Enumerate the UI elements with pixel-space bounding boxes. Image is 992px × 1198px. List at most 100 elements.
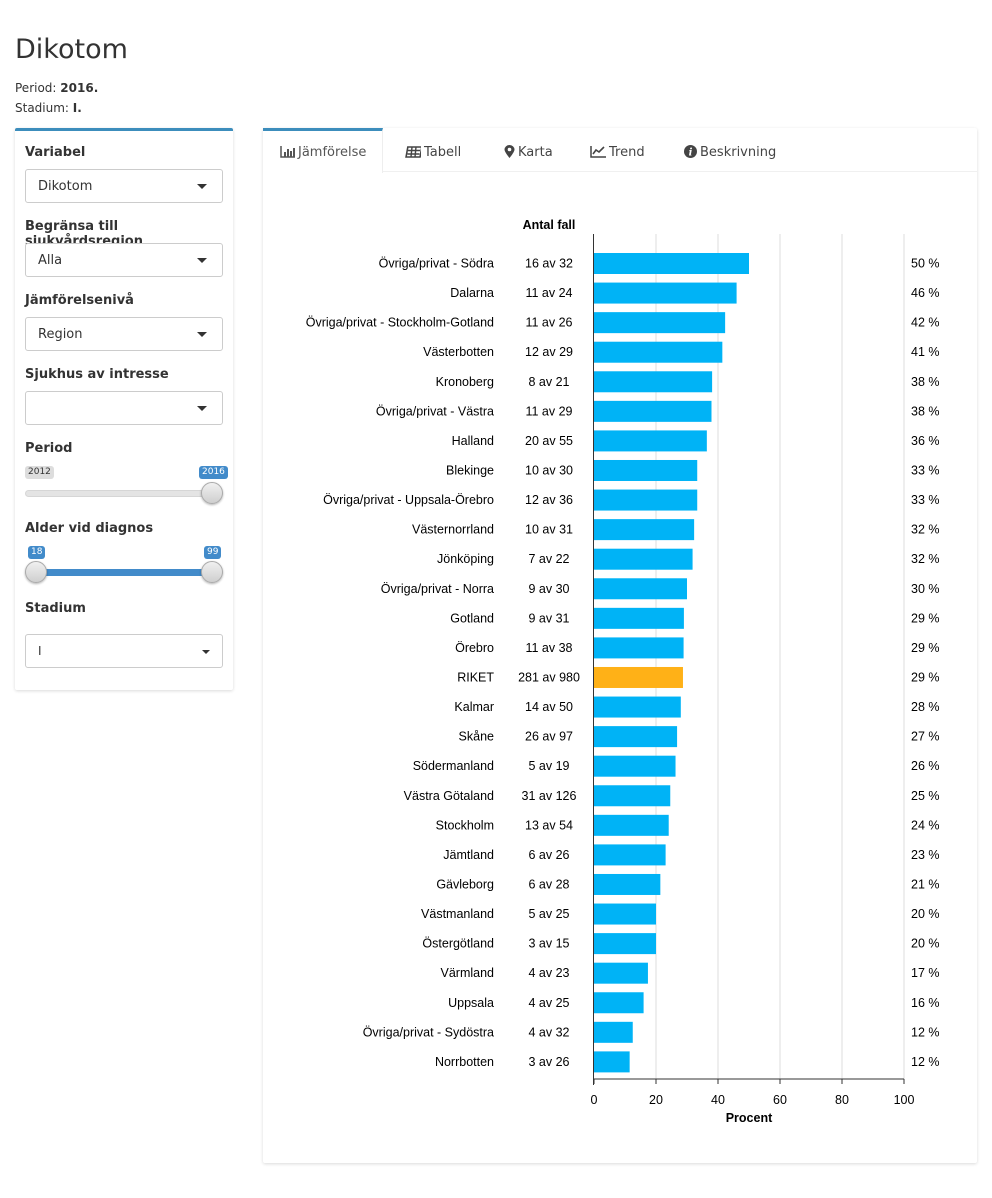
x-tick-label: 80 [835,1093,849,1107]
bar [594,992,644,1014]
count-label: 10 av 31 [525,523,573,537]
count-label: 12 av 36 [525,493,573,507]
value-label: 23 % [911,848,940,862]
bar [594,637,684,659]
bar [594,489,698,511]
variabel-select[interactable]: Dikotom [25,169,223,203]
comparison-chart: Antal fall Övriga/privat - Södra 16 av 32… [306,218,940,1125]
bar [594,400,712,422]
period-summary-label: Period: [15,81,57,95]
bar [594,282,737,304]
value-label: 42 % [911,316,940,330]
value-label: 20 % [911,907,940,921]
category-label: Skåne [459,730,494,744]
period-slider-handle[interactable] [201,482,223,504]
category-label: Örebro [455,641,494,655]
bar [594,962,648,984]
chevron-down-icon [197,332,207,337]
age-slider-handle-from[interactable] [25,561,47,583]
value-label: 38 % [911,404,940,418]
count-label: 10 av 30 [525,463,573,477]
filter-sidebar: Variabel Dikotom Begränsa till sjukvårds… [15,128,233,690]
bar [594,903,656,925]
value-label: 16 % [911,996,940,1010]
period-summary-value: 2016. [60,81,99,95]
value-label: 29 % [911,670,940,684]
period-summary: Period: 2016. [15,81,98,95]
category-label: Övriga/privat - Uppsala-Örebro [323,493,494,507]
value-label: 20 % [911,937,940,951]
count-label: 5 av 19 [528,759,569,773]
tab-karta[interactable]: Karta [504,128,553,172]
category-label: Gävleborg [436,877,494,891]
count-label: 5 av 25 [528,907,569,921]
period-label: Period [25,441,73,456]
age-to-badge: 99 [204,546,222,559]
tab-karta-label: Karta [518,145,553,160]
tab-jamforelse[interactable]: Jämförelse [263,128,383,173]
hospital-select[interactable] [25,391,223,425]
bar [594,253,749,274]
stadium-select[interactable]: I [25,634,223,668]
region-select[interactable]: Alla [25,243,223,277]
x-axis-label: Procent [726,1111,773,1125]
age-slider-handle-to[interactable] [201,561,223,583]
x-tick-label: 40 [711,1093,725,1107]
level-label: Jämförelsenivå [25,293,134,308]
chevron-down-icon [202,650,210,654]
variabel-select-value: Dikotom [38,179,93,194]
category-label: Östergötland [422,937,494,951]
count-label: 12 av 29 [525,345,573,359]
count-label: 4 av 25 [528,996,569,1010]
category-label: Gotland [450,611,494,625]
bar [594,844,666,866]
bar [594,548,693,570]
x-tick-label: 100 [894,1093,915,1107]
category-label: Jönköping [437,552,494,566]
bar-chart-icon [280,146,295,158]
bar [594,312,726,334]
value-label: 29 % [911,611,940,625]
category-label: RIKET [457,670,494,684]
category-label: Dalarna [450,286,494,300]
category-label: Västernorrland [412,523,494,537]
level-select[interactable]: Region [25,317,223,351]
value-label: 36 % [911,434,940,448]
category-label: Övriga/privat - Stockholm-Gotland [306,316,494,330]
x-tick-label: 0 [591,1093,598,1107]
count-label: 11 av 24 [525,286,572,300]
bar [594,785,671,807]
count-label: 11 av 38 [525,641,572,655]
count-label: 9 av 30 [528,582,569,596]
bar [594,459,698,481]
bar [594,666,683,688]
period-slider-track[interactable] [25,490,223,497]
category-label: Stockholm [436,818,494,832]
count-label: 6 av 28 [528,877,569,891]
bar [594,578,687,600]
value-label: 46 % [911,286,940,300]
table-icon [405,146,423,158]
stadium-label: Stadium [25,601,86,616]
tab-beskrivning[interactable]: i Beskrivning [684,128,776,172]
count-label: 11 av 26 [525,316,572,330]
count-label: 8 av 21 [528,375,569,389]
tab-trend[interactable]: Trend [590,128,645,172]
category-label: Kronoberg [436,375,494,389]
count-label: 9 av 31 [528,611,569,625]
value-label: 33 % [911,463,940,477]
value-label: 12 % [911,1055,940,1069]
category-label: Övriga/privat - Södra [379,257,494,271]
tab-tabell[interactable]: Tabell [405,128,461,172]
svg-text:i: i [689,148,693,159]
value-label: 33 % [911,493,940,507]
category-label: Halland [452,434,494,448]
count-label: 7 av 22 [528,552,569,566]
count-label: 4 av 23 [528,966,569,980]
value-label: 41 % [911,345,940,359]
value-label: 50 % [911,257,940,271]
page-title: Dikotom [15,34,128,65]
category-label: Norrbotten [435,1055,494,1069]
x-tick-label: 20 [649,1093,663,1107]
bar [594,430,707,452]
